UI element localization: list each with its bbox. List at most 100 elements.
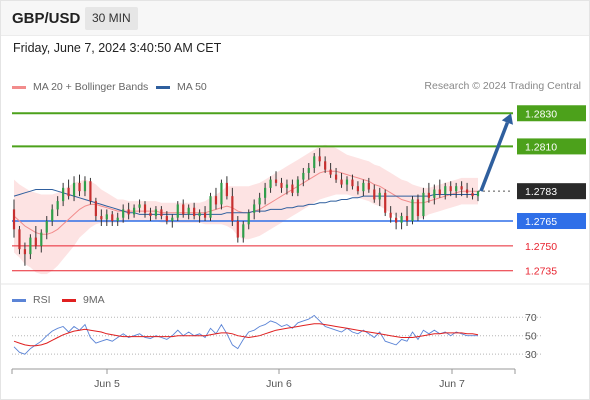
candle-body — [274, 179, 278, 183]
candle-body — [422, 192, 425, 217]
rsi-line — [13, 314, 478, 355]
candle-body — [40, 232, 43, 246]
candle-body — [193, 207, 196, 217]
legend-ma50: MA 50 — [156, 80, 207, 94]
candle-body — [340, 179, 343, 185]
legend-ma9: 9MA — [62, 293, 105, 307]
price-tag-box-1.2830 — [517, 105, 586, 122]
candle-body — [78, 182, 81, 192]
candle-body — [307, 167, 310, 173]
candle-body — [247, 212, 250, 225]
ma9-swatch — [62, 298, 76, 302]
candle-body — [209, 196, 212, 218]
candle-body — [132, 207, 136, 215]
candle-body — [12, 209, 16, 230]
candle-body — [143, 204, 147, 213]
candle-body — [253, 204, 256, 213]
candle-body — [56, 201, 59, 210]
x-axis-label: Jun 7 — [439, 378, 465, 390]
candle-body — [302, 172, 305, 180]
candle-body — [198, 212, 201, 217]
candle-body — [203, 212, 207, 218]
candle-body — [280, 182, 283, 188]
candle-body — [94, 201, 97, 217]
candle-body — [45, 221, 48, 233]
candle-body — [225, 182, 228, 197]
candle-body — [318, 156, 321, 162]
candle-body — [438, 189, 441, 195]
x-axis-label: Jun 5 — [94, 378, 120, 390]
candle-body — [411, 199, 414, 222]
rsi-scale-label: 30 — [525, 349, 537, 361]
candle-body — [160, 209, 163, 217]
legend-rsi: RSI — [12, 293, 51, 307]
candle-body — [444, 186, 447, 195]
candle-body — [18, 229, 21, 250]
candle-body — [83, 181, 87, 192]
candle-body — [433, 189, 436, 198]
timeframe-button[interactable]: 30 MIN — [85, 7, 138, 30]
candle-body — [449, 186, 452, 192]
candle-body — [231, 196, 234, 222]
candle-body — [362, 182, 365, 192]
price-tag-box-1.2810 — [517, 138, 586, 155]
bollinger-band-area — [14, 144, 478, 275]
candle-body — [100, 216, 103, 220]
candle-body — [373, 189, 376, 200]
rsi-scale-label: 70 — [525, 312, 537, 324]
candle-body — [291, 184, 294, 193]
candle-body — [389, 212, 392, 218]
candle-body — [395, 217, 398, 223]
legend-ma50-label: MA 50 — [177, 81, 207, 93]
candle-body — [220, 182, 223, 205]
rsi-scale-label: 50 — [525, 331, 537, 343]
legend-ma20: MA 20 + Bollinger Bands — [12, 80, 148, 94]
candle-body — [67, 187, 70, 197]
candle-body — [89, 181, 92, 202]
candle-body — [455, 186, 458, 192]
price-tag-1.2783: 1.2783 — [525, 186, 557, 198]
legend-ma9-label: 9MA — [83, 294, 105, 306]
candle-body — [29, 237, 32, 255]
chart-header: GBP/USD 30 MIN — [1, 1, 589, 36]
candle-body — [182, 204, 185, 215]
chart-datetime: Friday, June 7, 2024 3:40:50 AM CET — [13, 41, 222, 55]
ma20-swatch — [12, 85, 26, 89]
research-credit: Research © 2024 Trading Central — [424, 80, 581, 92]
candle-body — [214, 196, 218, 205]
candle-body — [465, 189, 469, 193]
candle-body — [34, 237, 37, 246]
candle-body — [264, 187, 267, 198]
legend-rsi-label: RSI — [33, 294, 51, 306]
price-tag-1.2765: 1.2765 — [525, 216, 557, 228]
candle-body — [62, 187, 65, 202]
candle-body — [329, 169, 332, 175]
symbol-title: GBP/USD — [12, 10, 81, 27]
candle-body — [367, 182, 370, 190]
candle-body — [476, 191, 480, 197]
candle-body — [149, 212, 152, 217]
candle-body — [122, 209, 125, 218]
candle-body — [351, 179, 354, 187]
candle-body — [400, 216, 403, 223]
candle-body — [471, 192, 474, 197]
candle-body — [111, 214, 114, 222]
legend-ma20-label: MA 20 + Bollinger Bands — [33, 81, 149, 93]
ma50-swatch — [156, 85, 170, 89]
candle-body — [345, 179, 349, 185]
candle-body — [313, 156, 316, 168]
candle-body — [296, 179, 299, 193]
candle-body — [242, 224, 245, 238]
candle-body — [334, 174, 338, 180]
forecast-arrow-head — [501, 113, 514, 125]
candle-body — [378, 192, 381, 200]
candle-body — [23, 249, 27, 255]
candle-body — [105, 214, 108, 220]
candle-body — [165, 216, 168, 222]
price-tag-1.2810: 1.2810 — [525, 141, 557, 153]
candle-body — [236, 221, 239, 238]
candle-body — [460, 186, 463, 190]
candle-body — [171, 217, 174, 222]
candle-body — [127, 209, 130, 215]
candle-body — [116, 217, 119, 222]
